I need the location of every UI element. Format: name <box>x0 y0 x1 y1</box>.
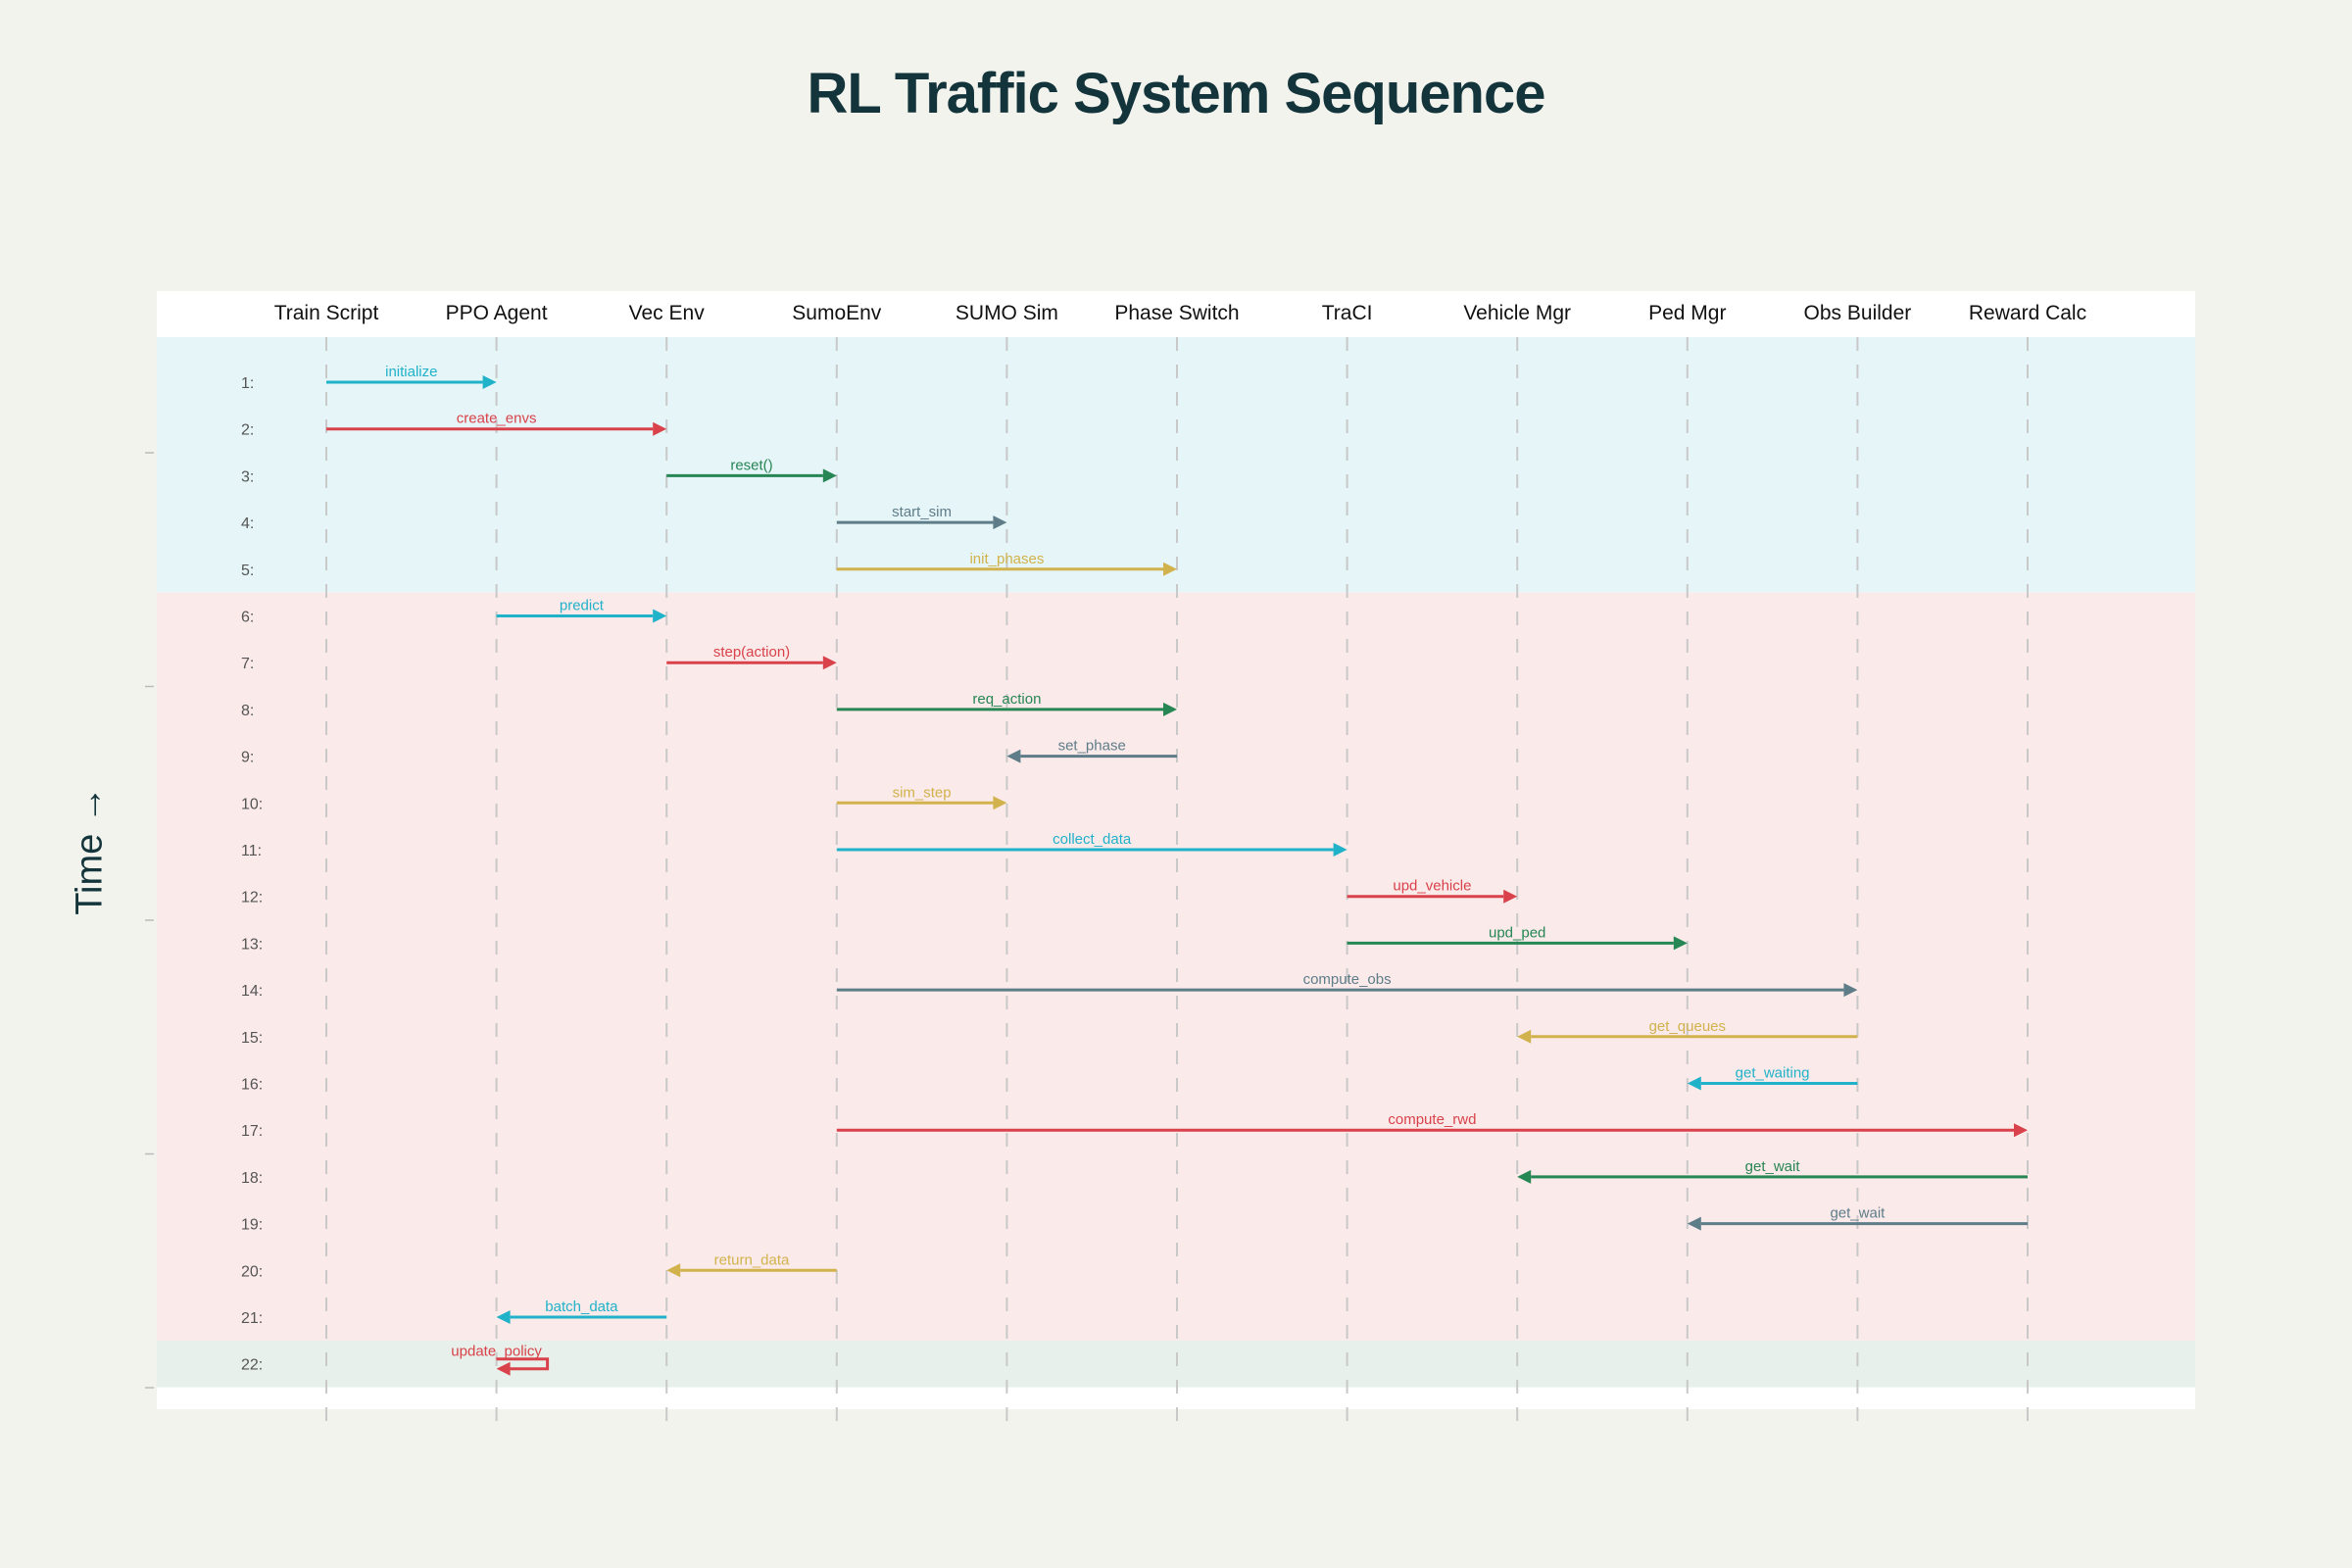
message-arrowhead <box>1333 843 1348 857</box>
message-arrowhead <box>1006 749 1021 763</box>
message-label: init_phases <box>969 551 1044 567</box>
message-arrowhead <box>822 468 837 483</box>
message-label: compute_rwd <box>1388 1111 1476 1128</box>
step-number: 8: <box>241 703 254 719</box>
message-arrowhead <box>666 1263 681 1278</box>
step-number: 4: <box>241 515 254 532</box>
step-number: 6: <box>241 610 254 626</box>
message-arrowhead <box>1517 1029 1532 1044</box>
message-arrowhead <box>1163 562 1177 576</box>
participant-label: Vehicle Mgr <box>1463 302 1571 324</box>
message-label: req_action <box>972 691 1041 708</box>
message-label: get_waiting <box>1736 1065 1810 1082</box>
step-number: 12: <box>241 890 263 906</box>
message-arrowhead <box>496 1310 511 1324</box>
step-number: 22: <box>241 1357 263 1374</box>
step-number: 2: <box>241 422 254 439</box>
message-arrowhead <box>1687 1076 1701 1091</box>
message-arrowhead <box>993 796 1007 810</box>
step-number: 11: <box>241 843 262 859</box>
participant-label: Vec Env <box>629 302 706 324</box>
step-number: 21: <box>241 1310 263 1327</box>
step-number: 16: <box>241 1077 263 1094</box>
step-number: 10: <box>241 796 263 812</box>
step-number: 15: <box>241 1030 263 1047</box>
step-number: 14: <box>241 983 263 1000</box>
participant-label: Phase Switch <box>1114 302 1239 324</box>
message-arrowhead <box>653 421 667 436</box>
message-label: sim_step <box>893 784 952 801</box>
page-title: RL Traffic System Sequence <box>807 62 1545 125</box>
step-number: 18: <box>241 1170 263 1187</box>
message-arrowhead <box>496 1361 511 1376</box>
step-number: 20: <box>241 1263 263 1280</box>
message-arrowhead <box>1163 702 1177 716</box>
participant-label: PPO Agent <box>446 302 548 324</box>
message-arrowhead <box>822 656 837 670</box>
message-label: start_sim <box>892 504 952 520</box>
step-number: 5: <box>241 563 254 579</box>
message-label: collect_data <box>1053 831 1132 848</box>
step-number: 19: <box>241 1217 263 1234</box>
message-label: predict <box>560 598 605 614</box>
participant-label: Reward Calc <box>1969 302 2086 324</box>
message-label: reset() <box>730 457 772 473</box>
participant-label: SUMO Sim <box>956 302 1058 324</box>
message-arrowhead <box>1843 983 1858 998</box>
message-label: return_data <box>714 1251 790 1268</box>
participant-label: Ped Mgr <box>1648 302 1726 324</box>
message-arrowhead <box>1503 889 1518 904</box>
participant-label: TraCI <box>1322 302 1373 324</box>
step-number: 7: <box>241 656 254 672</box>
phase-band-1 <box>157 337 2195 593</box>
message-label: upd_vehicle <box>1393 878 1471 895</box>
message-arrowhead <box>1673 936 1688 951</box>
message-label: step(action) <box>713 644 790 661</box>
message-arrow <box>496 1357 550 1371</box>
message-label: set_phase <box>1058 738 1126 755</box>
message-label: update_policy <box>451 1344 542 1360</box>
step-number: 9: <box>241 750 254 766</box>
message-arrowhead <box>1687 1216 1701 1231</box>
step-number: 3: <box>241 468 254 485</box>
step-number: 17: <box>241 1123 263 1140</box>
message-label: compute_obs <box>1303 971 1392 988</box>
message-label: get_wait <box>1745 1158 1801 1175</box>
message-label: get_wait <box>1830 1205 1886 1222</box>
message-label: batch_data <box>545 1298 618 1315</box>
participant-label: SumoEnv <box>792 302 882 324</box>
message-label: create_envs <box>457 411 537 427</box>
message-label: get_queues <box>1649 1018 1726 1035</box>
message-label: initialize <box>385 364 437 380</box>
message-arrowhead <box>653 609 667 623</box>
step-number: 1: <box>241 375 254 392</box>
step-number: 13: <box>241 936 263 953</box>
participant-label: Train Script <box>274 302 379 324</box>
participant-label: Obs Builder <box>1804 302 1912 324</box>
message-arrowhead <box>482 375 497 389</box>
message-arrowhead <box>993 515 1007 530</box>
message-label: upd_ped <box>1489 924 1545 941</box>
message-arrowhead <box>1517 1169 1532 1184</box>
message-arrowhead <box>2014 1123 2028 1138</box>
